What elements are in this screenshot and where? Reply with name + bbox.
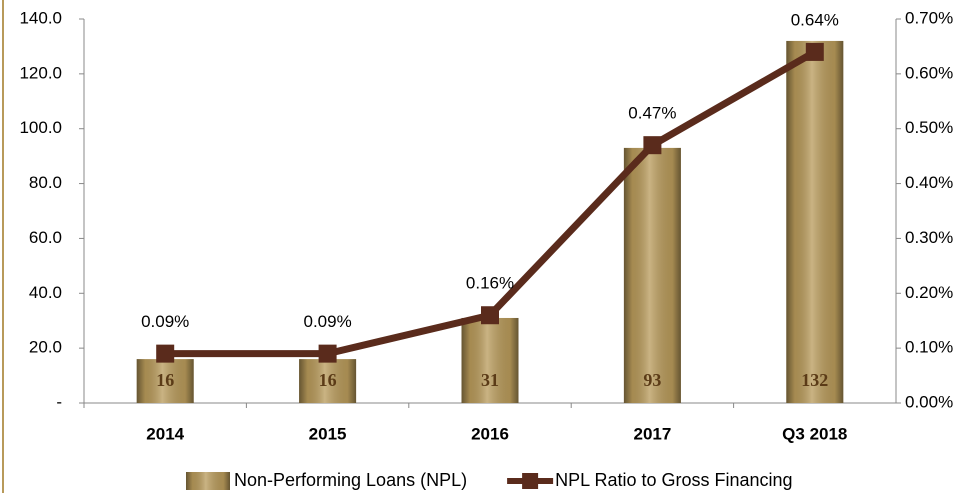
bar-value-label: 16 xyxy=(319,370,337,390)
bar-shade xyxy=(786,40,844,403)
bar-group xyxy=(623,147,681,403)
y-tick-label: 140.0 xyxy=(19,8,62,27)
bar-group xyxy=(136,359,194,403)
bar-value-label: 31 xyxy=(481,370,499,390)
y-tick-label: 20.0 xyxy=(29,338,62,357)
y-tick-label: 100.0 xyxy=(19,118,62,137)
x-tick-label: 2017 xyxy=(633,424,671,443)
line-marker xyxy=(481,306,499,325)
line-value-label: 0.09% xyxy=(303,312,351,331)
line-marker xyxy=(156,344,175,363)
y-tick-label: 120.0 xyxy=(19,63,62,82)
bar-value-label: 16 xyxy=(156,370,174,390)
x-tick-label: 2014 xyxy=(146,424,184,443)
bar-group xyxy=(461,317,519,403)
bar-shade xyxy=(623,147,681,403)
bar-shade xyxy=(299,359,357,403)
y-tick-label: 80.0 xyxy=(29,173,62,192)
y-tick-label: 40.0 xyxy=(29,283,62,302)
y2-tick-label: 0.50% xyxy=(905,118,953,137)
y2-tick-label: 0.30% xyxy=(905,228,953,247)
line-marker xyxy=(643,136,662,155)
y2-tick-label: 0.10% xyxy=(905,338,953,357)
y2-tick-label: 0.70% xyxy=(905,8,953,27)
line-value-label: 0.16% xyxy=(466,274,514,293)
bar-value-label: 132 xyxy=(801,370,828,390)
y2-tick-label: 0.00% xyxy=(905,392,953,411)
x-tick-label: Q3 2018 xyxy=(782,424,847,443)
line-value-label: 0.09% xyxy=(141,312,189,331)
line-value-label: 0.64% xyxy=(791,10,839,29)
legend-marker xyxy=(522,473,539,489)
bar-shade xyxy=(461,317,519,403)
y-tick-label: 60.0 xyxy=(29,228,62,247)
line-value-label: 0.47% xyxy=(628,104,676,123)
line-marker xyxy=(805,42,824,61)
bar-value-label: 93 xyxy=(643,370,661,390)
x-tick-label: 2016 xyxy=(471,424,509,443)
bar-group xyxy=(786,40,844,403)
bar-group xyxy=(299,359,357,403)
legend-label: NPL Ratio to Gross Financing xyxy=(555,470,792,490)
y2-tick-label: 0.60% xyxy=(905,63,953,82)
bar-shade xyxy=(136,359,194,403)
y2-tick-label: 0.20% xyxy=(905,283,953,302)
legend-label: Non-Performing Loans (NPL) xyxy=(234,470,467,490)
legend-swatch-shade xyxy=(186,472,230,490)
y2-tick-label: 0.40% xyxy=(905,173,953,192)
line-marker xyxy=(318,344,337,363)
y-tick-label: - xyxy=(56,392,62,411)
x-tick-label: 2015 xyxy=(309,424,347,443)
